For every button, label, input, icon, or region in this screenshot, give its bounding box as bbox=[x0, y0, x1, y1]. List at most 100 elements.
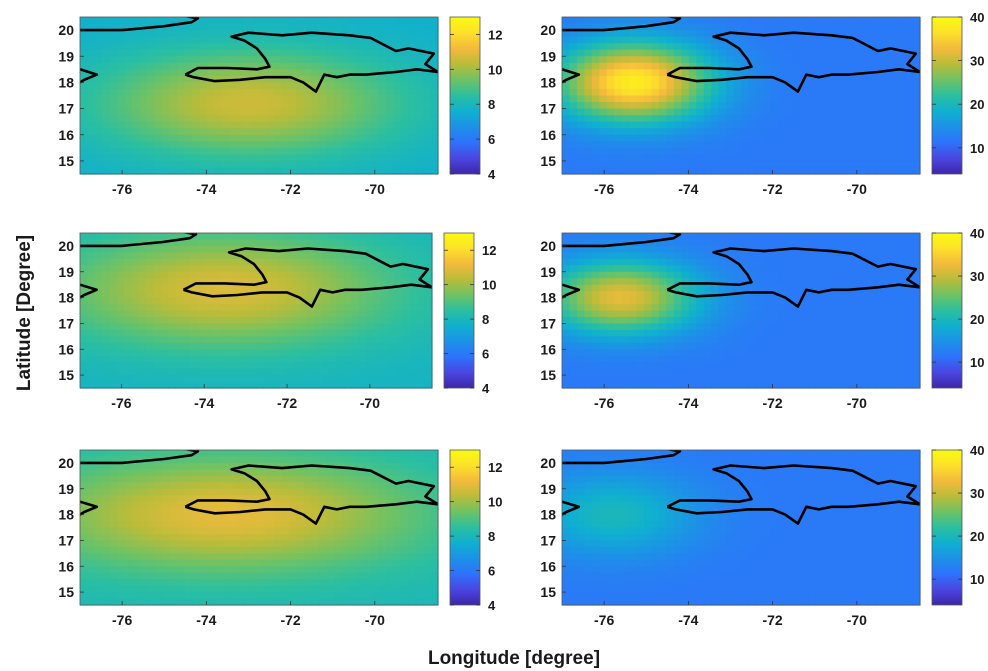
heatmap-cell bbox=[87, 369, 95, 376]
heatmap-cell bbox=[212, 336, 220, 343]
heatmap-cell bbox=[696, 369, 704, 376]
heatmap-cell bbox=[831, 63, 839, 70]
heatmap-cell bbox=[816, 17, 824, 24]
heatmap-cell bbox=[652, 356, 660, 363]
heatmap-cell bbox=[614, 122, 622, 129]
heatmap-cell bbox=[890, 154, 898, 161]
heatmap-cell bbox=[913, 148, 921, 155]
heatmap-cell bbox=[344, 272, 352, 279]
heatmap-cell bbox=[408, 56, 416, 63]
heatmap-cell bbox=[584, 69, 592, 76]
heatmap-cell bbox=[410, 336, 418, 343]
heatmap-cell bbox=[410, 369, 418, 376]
heatmap-cell bbox=[831, 298, 839, 305]
heatmap-cell bbox=[153, 259, 161, 266]
heatmap-cell bbox=[883, 141, 891, 148]
heatmap-cell bbox=[102, 285, 110, 292]
heatmap-cell bbox=[808, 128, 816, 135]
heatmap-cell bbox=[131, 272, 139, 279]
heatmap-cell bbox=[117, 369, 125, 376]
heatmap-cell bbox=[388, 336, 396, 343]
heatmap-cell bbox=[681, 50, 689, 57]
heatmap-cell bbox=[296, 476, 304, 483]
heatmap-cell bbox=[890, 122, 898, 129]
heatmap-cell bbox=[212, 298, 220, 305]
heatmap-cell bbox=[652, 115, 660, 122]
heatmap-cell bbox=[366, 272, 374, 279]
heatmap-cell bbox=[319, 50, 327, 57]
heatmap-cell bbox=[117, 382, 125, 389]
heatmap-cell bbox=[147, 96, 155, 103]
heatmap-cell bbox=[681, 323, 689, 330]
heatmap-cell bbox=[741, 317, 749, 324]
heatmap-cell bbox=[161, 252, 169, 259]
heatmap-cell bbox=[793, 63, 801, 70]
heatmap-cell bbox=[319, 148, 327, 155]
heatmap-cell bbox=[689, 50, 697, 57]
heatmap-cell bbox=[786, 50, 794, 57]
heatmap-cell bbox=[212, 304, 220, 311]
heatmap-cell bbox=[403, 252, 411, 259]
heatmap-cell bbox=[416, 17, 424, 24]
heatmap-cell bbox=[614, 265, 622, 272]
heatmap-cell bbox=[913, 252, 921, 259]
heatmap-cell bbox=[756, 82, 764, 89]
heatmap-cell bbox=[222, 89, 230, 96]
heatmap-cell bbox=[109, 252, 117, 259]
heatmap-cell bbox=[741, 375, 749, 382]
heatmap-cell bbox=[161, 330, 169, 337]
heatmap-cell bbox=[756, 167, 764, 174]
heatmap-cell bbox=[102, 375, 110, 382]
heatmap-cell bbox=[219, 272, 227, 279]
heatmap-cell bbox=[356, 167, 364, 174]
heatmap-cell bbox=[719, 382, 727, 389]
heatmap-cell bbox=[334, 148, 342, 155]
heatmap-cell bbox=[425, 233, 433, 240]
heatmap-cell bbox=[629, 50, 637, 57]
heatmap-cell bbox=[401, 469, 409, 476]
heatmap-cell bbox=[666, 115, 674, 122]
heatmap-cell bbox=[838, 63, 846, 70]
heatmap-cell bbox=[696, 311, 704, 318]
heatmap-cell bbox=[860, 89, 868, 96]
x-tick-label: -72 bbox=[762, 181, 782, 197]
heatmap-cell bbox=[117, 336, 125, 343]
heatmap-cell bbox=[666, 356, 674, 363]
heatmap-cell bbox=[569, 135, 577, 142]
heatmap-cell bbox=[266, 89, 274, 96]
heatmap-cell bbox=[244, 50, 252, 57]
heatmap-cell bbox=[207, 96, 215, 103]
heatmap-cell bbox=[756, 63, 764, 70]
heatmap-cell bbox=[748, 304, 756, 311]
heatmap-cell bbox=[125, 63, 133, 70]
heatmap-cell bbox=[748, 167, 756, 174]
heatmap-cell bbox=[719, 298, 727, 305]
heatmap-cell bbox=[898, 167, 906, 174]
heatmap-cell bbox=[689, 356, 697, 363]
heatmap-cell bbox=[622, 43, 630, 50]
heatmap-cell bbox=[356, 148, 364, 155]
heatmap-cell bbox=[875, 323, 883, 330]
heatmap-cell bbox=[711, 102, 719, 109]
heatmap-cell bbox=[214, 167, 222, 174]
heatmap-cell bbox=[408, 450, 416, 457]
heatmap-cell bbox=[431, 128, 439, 135]
heatmap-cell bbox=[124, 291, 132, 298]
heatmap-cell bbox=[711, 323, 719, 330]
heatmap-cell bbox=[95, 109, 103, 116]
heatmap-cell bbox=[614, 246, 622, 253]
heatmap-cell bbox=[853, 154, 861, 161]
heatmap-cell bbox=[905, 291, 913, 298]
heatmap-cell bbox=[816, 128, 824, 135]
heatmap-cell bbox=[637, 369, 645, 376]
heatmap-cell bbox=[87, 330, 95, 337]
heatmap-cell bbox=[386, 161, 394, 168]
heatmap-cell bbox=[207, 115, 215, 122]
heatmap-cell bbox=[249, 349, 257, 356]
heatmap-cell bbox=[689, 252, 697, 259]
heatmap-cell bbox=[222, 56, 230, 63]
heatmap-cell bbox=[913, 115, 921, 122]
heatmap-cell bbox=[913, 375, 921, 382]
heatmap-cell bbox=[838, 259, 846, 266]
heatmap-cell bbox=[592, 356, 600, 363]
